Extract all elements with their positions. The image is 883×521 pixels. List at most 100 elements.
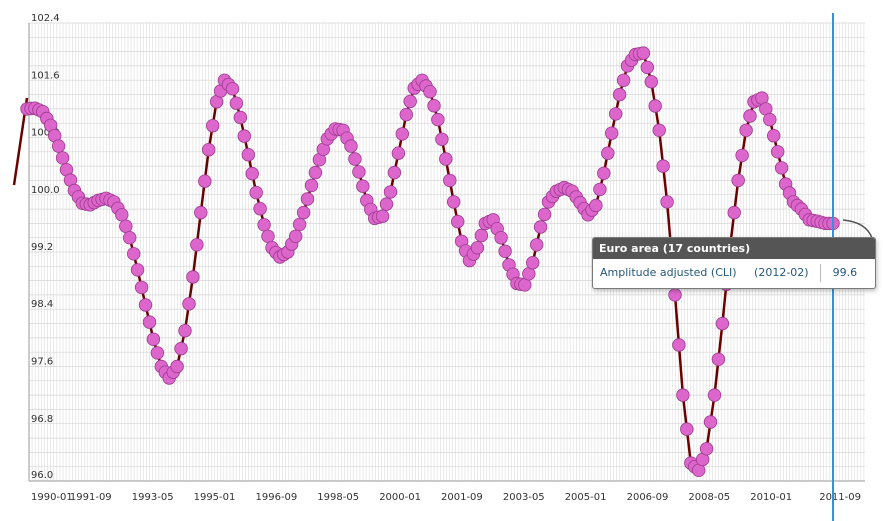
data-point[interactable] (55, 151, 70, 165)
data-point[interactable] (391, 146, 406, 160)
data-point[interactable] (115, 208, 129, 222)
data-point[interactable] (122, 230, 137, 245)
data-point[interactable] (609, 107, 623, 121)
data-point[interactable] (186, 270, 200, 284)
data-point[interactable] (680, 422, 694, 436)
data-point[interactable] (660, 195, 674, 209)
data-point[interactable] (533, 220, 548, 234)
data-point[interactable] (589, 198, 603, 213)
data-point[interactable] (526, 256, 540, 270)
data-point[interactable] (253, 201, 267, 216)
data-point[interactable] (427, 98, 441, 113)
data-point[interactable] (727, 205, 741, 220)
data-point[interactable] (344, 139, 358, 153)
data-point[interactable] (304, 178, 319, 193)
data-point[interactable] (261, 229, 275, 244)
data-point[interactable] (395, 127, 410, 141)
data-point[interactable] (707, 388, 722, 402)
data-point[interactable] (249, 185, 263, 200)
data-point[interactable] (640, 60, 655, 75)
data-point[interactable] (636, 46, 651, 60)
data-point[interactable] (668, 288, 682, 302)
data-point[interactable] (470, 240, 485, 255)
data-point[interactable] (399, 107, 414, 122)
data-point[interactable] (229, 96, 244, 110)
data-point[interactable] (383, 185, 398, 199)
data-point[interactable] (375, 209, 390, 223)
data-point[interactable] (51, 139, 66, 153)
data-point[interactable] (771, 145, 785, 159)
data-point[interactable] (142, 315, 157, 329)
data-point[interactable] (656, 159, 670, 173)
data-point[interactable] (774, 161, 789, 175)
data-point[interactable] (194, 205, 208, 220)
data-point[interactable] (289, 229, 303, 244)
data-point[interactable] (703, 415, 718, 429)
data-point[interactable] (178, 324, 192, 338)
data-point[interactable] (126, 247, 141, 261)
data-point[interactable] (138, 298, 153, 312)
data-point[interactable] (182, 297, 196, 311)
data-point[interactable] (150, 346, 165, 360)
data-point[interactable] (348, 152, 362, 166)
data-point[interactable] (699, 442, 714, 456)
data-point[interactable] (451, 214, 465, 229)
data-point[interactable] (644, 74, 659, 89)
data-point[interactable] (735, 148, 749, 163)
series-markers[interactable] (20, 46, 840, 478)
data-point[interactable] (443, 173, 457, 188)
data-point[interactable] (672, 338, 686, 352)
data-point[interactable] (201, 142, 216, 157)
data-point[interactable] (474, 228, 489, 243)
data-point[interactable] (763, 112, 777, 127)
data-point[interactable] (612, 87, 627, 102)
data-point[interactable] (241, 147, 256, 162)
data-point[interactable] (605, 126, 619, 140)
data-point[interactable] (174, 341, 188, 356)
data-point[interactable] (352, 165, 366, 179)
data-point[interactable] (518, 278, 532, 292)
data-point[interactable] (387, 165, 402, 180)
data-point[interactable] (134, 280, 149, 295)
data-point[interactable] (447, 195, 461, 209)
data-point[interactable] (522, 267, 536, 281)
data-point[interactable] (356, 179, 370, 193)
data-point[interactable] (170, 359, 184, 374)
data-point[interactable] (205, 118, 220, 133)
data-point[interactable] (743, 109, 757, 123)
data-point[interactable] (233, 110, 248, 125)
data-point[interactable] (300, 192, 315, 206)
data-point[interactable] (146, 332, 161, 347)
data-point[interactable] (676, 388, 690, 402)
data-point[interactable] (711, 352, 726, 367)
data-point[interactable] (225, 82, 240, 96)
data-point[interactable] (198, 174, 212, 188)
data-point[interactable] (439, 152, 453, 166)
data-point[interactable] (245, 166, 259, 181)
data-point[interactable] (767, 128, 781, 143)
data-point[interactable] (498, 244, 512, 259)
data-point[interactable] (652, 123, 666, 138)
data-point[interactable] (423, 84, 437, 99)
data-point[interactable] (530, 238, 544, 252)
data-point[interactable] (237, 129, 252, 143)
data-point[interactable] (379, 197, 394, 211)
data-point[interactable] (537, 207, 552, 222)
data-point[interactable] (130, 263, 145, 277)
data-point[interactable] (435, 132, 449, 147)
data-point[interactable] (739, 123, 753, 138)
data-point[interactable] (292, 217, 307, 232)
data-point[interactable] (308, 165, 323, 180)
data-point[interactable] (119, 219, 133, 233)
data-point[interactable] (296, 205, 311, 220)
data-point[interactable] (190, 238, 204, 252)
data-point[interactable] (601, 146, 615, 160)
data-point[interactable] (731, 173, 745, 188)
data-point[interactable] (494, 230, 508, 245)
data-point[interactable] (593, 182, 607, 197)
data-point[interactable] (597, 166, 611, 181)
data-point[interactable] (648, 99, 662, 113)
data-point[interactable] (257, 218, 271, 232)
data-point[interactable] (431, 112, 445, 127)
data-point[interactable] (616, 73, 631, 88)
